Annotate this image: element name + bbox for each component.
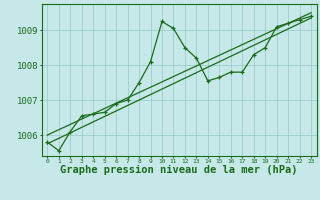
X-axis label: Graphe pression niveau de la mer (hPa): Graphe pression niveau de la mer (hPa) [60,165,298,175]
